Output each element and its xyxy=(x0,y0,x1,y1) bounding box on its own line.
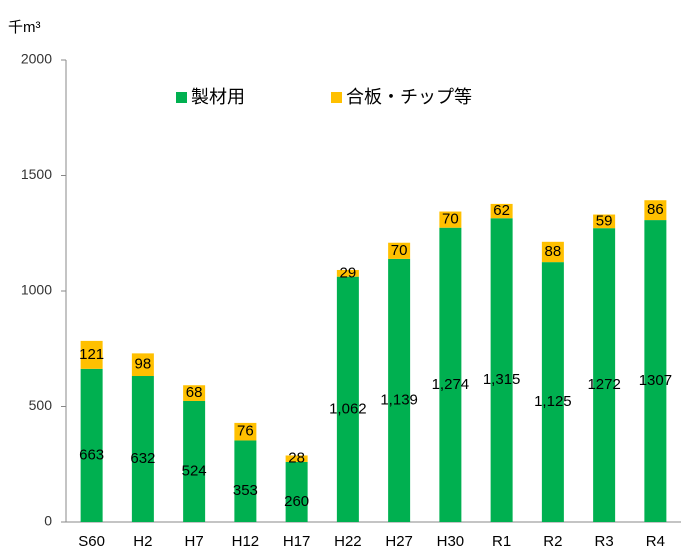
y-tick-label: 2000 xyxy=(21,51,52,67)
data-label: 353 xyxy=(233,482,258,499)
data-label: 59 xyxy=(596,212,613,229)
data-label: 29 xyxy=(340,264,357,281)
bar-segment xyxy=(80,340,103,369)
data-label: 98 xyxy=(135,356,152,373)
data-label: 632 xyxy=(130,450,155,467)
x-tick-label: H27 xyxy=(385,533,413,548)
bar-segment xyxy=(439,211,462,228)
legend-swatch xyxy=(176,92,187,103)
y-tick-label: 0 xyxy=(44,513,52,529)
bar-segment xyxy=(234,422,257,441)
bar-segment xyxy=(131,353,154,377)
bar-segment xyxy=(285,455,308,462)
bar-segment xyxy=(593,214,616,229)
bar-segment xyxy=(490,218,513,523)
bar-segment xyxy=(183,400,206,522)
bar-segment xyxy=(439,227,462,522)
data-label: 524 xyxy=(182,462,207,479)
data-label: 1307 xyxy=(639,372,672,389)
x-tick-label: H7 xyxy=(185,533,204,548)
data-label: 62 xyxy=(493,202,510,219)
bar-segment xyxy=(336,276,359,522)
data-label: 76 xyxy=(237,423,254,440)
x-tick-label: R2 xyxy=(543,533,562,548)
legend-label: 合板・チップ等 xyxy=(346,87,472,107)
x-tick-label: H2 xyxy=(133,533,152,548)
bar-segment xyxy=(541,262,564,522)
data-label: 1,139 xyxy=(380,391,418,408)
data-label: 1,125 xyxy=(534,393,572,410)
bar-segment xyxy=(234,440,257,522)
bar-segment xyxy=(285,461,308,522)
data-label: 1272 xyxy=(587,376,620,393)
x-tick-label: H17 xyxy=(283,533,311,548)
data-label: 70 xyxy=(391,242,408,259)
data-label: 663 xyxy=(79,446,104,463)
data-label: 86 xyxy=(647,201,664,218)
x-tick-label: H30 xyxy=(437,533,465,548)
bar-segment xyxy=(80,368,103,522)
bar-segment xyxy=(593,228,616,522)
legend-label: 製材用 xyxy=(191,87,245,107)
bar-segment xyxy=(644,220,667,522)
data-label: 1,315 xyxy=(483,371,521,388)
data-label: 28 xyxy=(288,450,305,467)
data-label: 1,274 xyxy=(432,376,470,393)
bar-segment xyxy=(490,203,513,219)
data-label: 70 xyxy=(442,211,459,228)
data-label: 121 xyxy=(79,346,104,363)
y-tick-label: 1500 xyxy=(21,166,52,182)
x-tick-label: H12 xyxy=(232,533,260,548)
x-tick-label: R4 xyxy=(646,533,665,548)
x-tick-label: R1 xyxy=(492,533,511,548)
y-tick-label: 1000 xyxy=(21,282,52,298)
legend-swatch xyxy=(331,92,342,103)
x-tick-label: H22 xyxy=(334,533,362,548)
x-tick-label: R3 xyxy=(595,533,614,548)
bar-segment xyxy=(541,241,564,263)
bar-segment xyxy=(388,242,411,259)
y-tick-label: 500 xyxy=(29,397,53,413)
data-label: 68 xyxy=(186,384,203,401)
bar-segment xyxy=(131,376,154,522)
data-label: 1,062 xyxy=(329,400,367,417)
data-label: 88 xyxy=(545,243,562,260)
data-label: 260 xyxy=(284,493,309,510)
y-unit: 千m³ xyxy=(8,19,41,36)
bar-segment xyxy=(388,258,411,522)
x-tick-label: S60 xyxy=(78,533,105,548)
bar-segment xyxy=(183,385,206,401)
bar-segment xyxy=(336,269,359,277)
bar-segment xyxy=(644,200,667,221)
